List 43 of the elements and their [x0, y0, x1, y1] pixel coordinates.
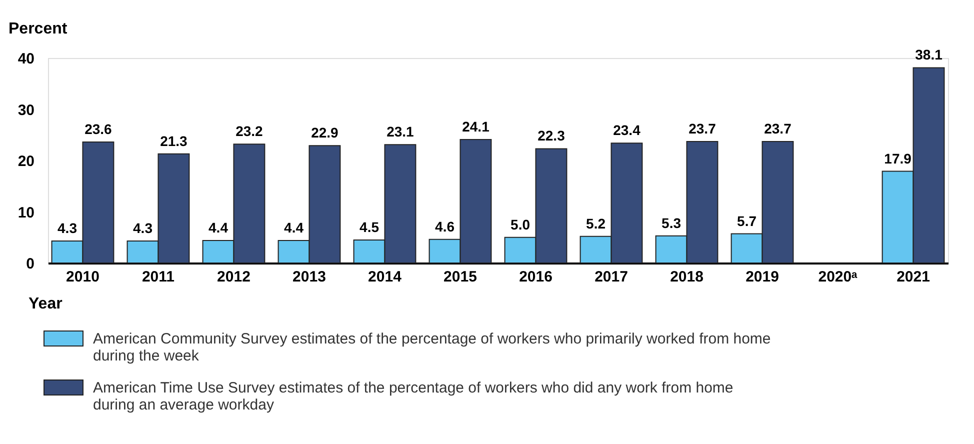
data-label: 4.6: [435, 218, 455, 234]
x-tick-label: 2012: [217, 268, 250, 286]
data-label: 17.9: [884, 150, 912, 166]
data-label: 23.6: [84, 121, 112, 138]
data-label: 4.5: [360, 218, 380, 235]
data-label: 5.2: [586, 215, 606, 232]
data-label: 4.4: [284, 219, 304, 236]
y-tick-label: 10: [18, 204, 34, 222]
data-label: 4.4: [208, 219, 228, 236]
x-tick-label: 2011: [142, 268, 175, 286]
data-label: 23.4: [613, 122, 641, 138]
x-tick-label: 2015: [444, 268, 477, 286]
y-tick-label: 20: [18, 153, 34, 170]
x-tick-label: 2014: [368, 268, 402, 286]
data-label: 21.3: [160, 132, 188, 149]
x-tick-label: 2017: [594, 268, 628, 286]
x-tick-label: 2021: [896, 268, 930, 286]
y-tick-label: 0: [26, 256, 34, 272]
data-label: 4.3: [58, 220, 78, 236]
data-label: 23.2: [236, 123, 264, 140]
x-tick-label: 2020ᵃ: [818, 268, 858, 286]
data-label: 22.3: [538, 128, 566, 144]
x-tick-label: 2019: [746, 268, 779, 286]
legend-label: American Community Survey estimates of the percentage of workers who primarily worked from home during the week: [93, 330, 771, 364]
data-label: 38.1: [915, 46, 943, 63]
y-axis-title: Percent: [8, 20, 68, 38]
data-label: 5.3: [662, 214, 682, 231]
data-label: 24.1: [462, 118, 490, 134]
data-label: 22.9: [311, 124, 339, 141]
x-axis-title: Year: [28, 296, 62, 312]
data-label: 4.3: [133, 220, 153, 236]
x-tick-label: 2016: [519, 268, 552, 286]
x-tick-label: 2018: [670, 268, 704, 286]
y-tick-label: 30: [18, 102, 34, 119]
data-label: 23.1: [386, 124, 414, 140]
legend-label: American Time Use Survey estimates of the percentage of workers who did any work from home during an average workday: [93, 380, 734, 414]
data-label: 23.7: [688, 120, 716, 137]
data-label: 5.0: [510, 216, 530, 232]
x-tick-label: 2010: [66, 268, 100, 286]
data-label: 23.7: [764, 120, 792, 137]
data-label: 5.7: [737, 212, 757, 229]
x-tick-label: 2013: [292, 268, 326, 286]
y-tick-label: 40: [18, 50, 34, 68]
